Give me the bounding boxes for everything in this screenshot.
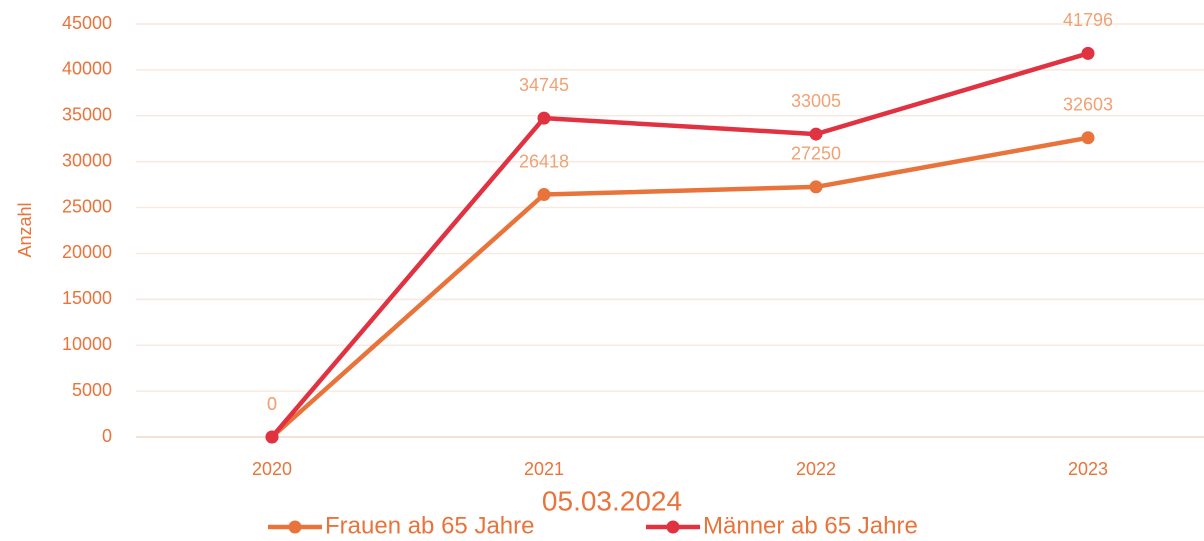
y-tick-label: 25000 (62, 196, 112, 216)
legend-label: Frauen ab 65 Jahre (325, 512, 534, 539)
data-point (1081, 46, 1095, 60)
y-tick-label: 5000 (72, 380, 112, 400)
data-label: 34745 (519, 75, 569, 95)
y-axis-label: Anzahl (15, 202, 35, 257)
y-tick-label: 40000 (62, 59, 112, 79)
data-point (537, 188, 551, 202)
data-label: 0 (267, 394, 277, 414)
data-label: 26418 (519, 151, 569, 171)
x-tick-label: 2021 (524, 459, 564, 479)
y-tick-label: 15000 (62, 288, 112, 308)
y-tick-label: 20000 (62, 242, 112, 262)
data-point (809, 127, 823, 141)
data-label: 0 (267, 394, 277, 414)
x-tick-label: 2022 (796, 459, 836, 479)
legend-marker (288, 520, 302, 534)
y-tick-label: 30000 (62, 150, 112, 170)
legend-label: Männer ab 65 Jahre (703, 512, 918, 539)
series-line (270, 51, 1089, 439)
data-point (809, 180, 823, 194)
data-label: 32603 (1063, 95, 1113, 115)
data-label: 33005 (791, 91, 841, 111)
data-point (1081, 131, 1095, 145)
x-tick-label: 2023 (1068, 459, 1108, 479)
y-tick-label: 35000 (62, 105, 112, 125)
series-line (270, 135, 1089, 439)
data-point (265, 430, 279, 444)
legend-marker (666, 520, 680, 534)
x-axis-label: 05.03.2024 (542, 485, 682, 516)
y-tick-label: 10000 (62, 334, 112, 354)
x-tick-label: 2020 (252, 459, 292, 479)
y-tick-label: 45000 (62, 13, 112, 33)
data-point (537, 111, 551, 125)
y-tick-label: 0 (102, 426, 112, 446)
data-label: 27250 (791, 144, 841, 164)
data-label: 41796 (1063, 10, 1113, 30)
